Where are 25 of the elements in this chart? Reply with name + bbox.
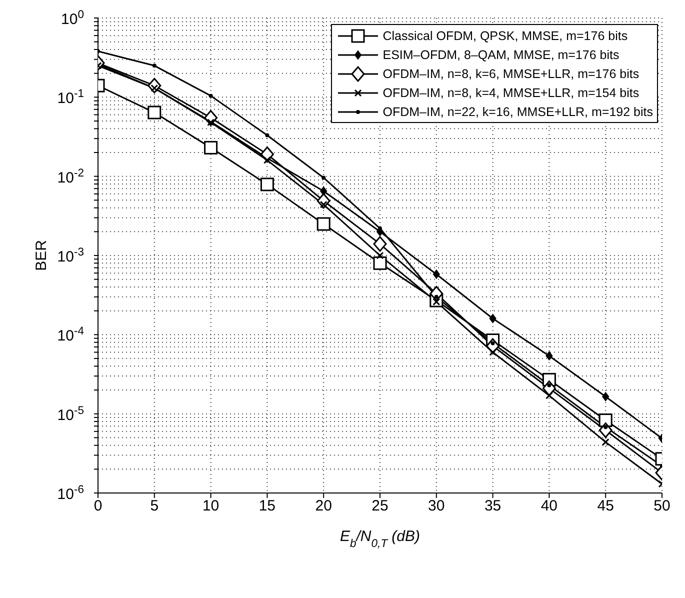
y-tick-label: 10$^{-4}$ (57, 326, 84, 345)
y-tick-label: 10$^{-2}$ (57, 167, 84, 186)
x-tick-label: 50 (654, 498, 670, 515)
legend-label: ESIM–OFDM, 8–QAM, MMSE, m=176 bits (382, 48, 620, 62)
y-tick-label: 10$^{0}$ (61, 9, 84, 28)
legend-label: OFDM–IM, n=8, k=4, MMSE+LLR, m=154 bits (382, 86, 640, 100)
legend-label: OFDM–IM, n=22, k=16, MMSE+LLR, m=192 bits (382, 104, 653, 118)
x-tick-label: 25 (372, 498, 388, 515)
x-tick-label: 45 (597, 498, 614, 515)
y-tick-label: 10$^{-1}$ (57, 88, 84, 108)
x-tick-label: 10 (202, 498, 220, 515)
x-tick-label: 30 (428, 498, 445, 515)
x-tick-label: 35 (484, 498, 502, 515)
x-tick-label: 15 (258, 498, 276, 515)
y-axis-title: BER (33, 240, 50, 271)
x-tick-label: 5 (150, 498, 159, 515)
legend-label: Classical OFDM, QPSK, MMSE, m=176 bits (382, 28, 628, 42)
y-tick-label: 10$^{-5}$ (57, 404, 84, 424)
legend-label: OFDM–IM, n=8, k=6, MMSE+LLR, m=176 bits (382, 66, 640, 80)
x-axis-title: E$_{b}$/N$_{0,T}$ (dB) (340, 528, 420, 550)
y-tick-label: 10$^{-6}$ (57, 484, 84, 503)
x-tick-label: 40 (540, 498, 558, 515)
x-tick-label: 0 (94, 498, 102, 515)
y-tick-label: 10$^{-3}$ (57, 246, 84, 266)
x-tick-label: 20 (315, 498, 332, 515)
